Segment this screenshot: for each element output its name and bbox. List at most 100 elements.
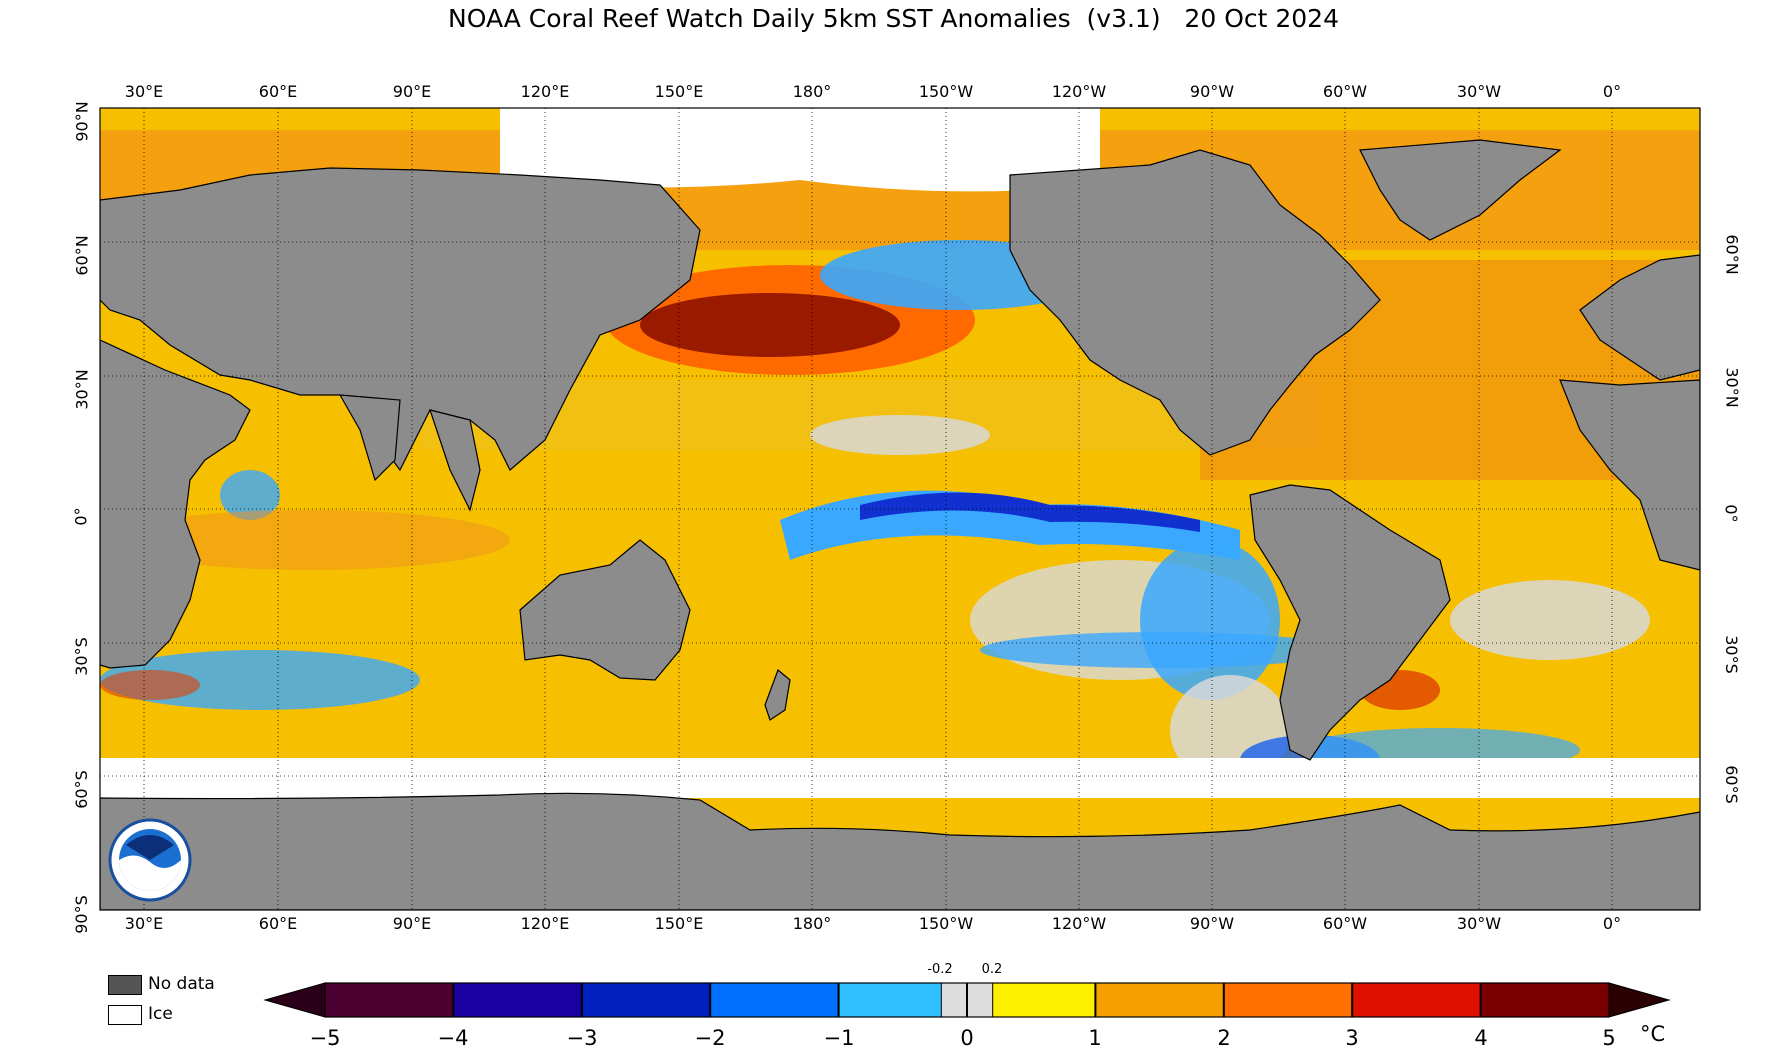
- colorbar-small-tick-neg: -0.2: [927, 962, 953, 977]
- lon-label-bottom-90w: 90°W: [1189, 914, 1235, 933]
- lon-label-bottom-30e: 30°E: [124, 914, 164, 933]
- lon-label-bottom-150e: 150°E: [654, 914, 704, 933]
- ice-label: Ice: [148, 1004, 173, 1024]
- lat-label-right-60s: 60°S: [1712, 765, 1751, 804]
- lat-label-left-90n: 90°N: [62, 101, 102, 141]
- no-data-label: No data: [148, 974, 215, 994]
- colorbar-max-extend: [1608, 982, 1671, 1018]
- lat-label-right-0-text: 0°: [1721, 504, 1741, 523]
- colorbar-tick-label: 0: [960, 1026, 974, 1050]
- colorbar-tick-label: 3: [1345, 1026, 1359, 1050]
- colorbar-tick-label: 1: [1088, 1026, 1102, 1050]
- lat-label-right-60n-text: 60°N: [1722, 234, 1742, 275]
- lat-label-right-30n-text: 30°N: [1722, 367, 1742, 408]
- colorbar: [263, 982, 1671, 1018]
- arabian-sea-cool: [220, 470, 280, 520]
- lat-label-left-30s-text: 30°S: [71, 637, 91, 676]
- lon-label-bottom-0: 0°: [1602, 914, 1622, 933]
- colorbar-segment: [1352, 983, 1482, 1017]
- lat-label-left-60n-text: 60°N: [72, 235, 92, 276]
- land-australia: [519, 539, 691, 681]
- lat-label-right-30s: 30°S: [1712, 635, 1751, 674]
- lat-label-right-30s-text: 30°S: [1721, 635, 1741, 674]
- land: [100, 139, 1700, 910]
- south-indian-warm: [110, 510, 510, 570]
- land-indochina: [429, 409, 481, 512]
- central-pacific-neutral: [810, 415, 990, 455]
- map-title: NOAA Coral Reef Watch Daily 5km SST Anom…: [448, 4, 1339, 33]
- colorbar-segment: [710, 983, 840, 1017]
- lon-label-top-150e: 150°E: [654, 82, 704, 101]
- lat-label-right-30n: 30°N: [1712, 367, 1752, 407]
- colorbar-tick-label: −5: [309, 1026, 341, 1050]
- lat-label-right-0: 0°: [1721, 504, 1741, 523]
- ice-swatch: [108, 1005, 142, 1025]
- lat-label-right-60s-text: 60°S: [1721, 765, 1741, 804]
- land-india: [338, 394, 401, 482]
- land-new-zealand: [764, 668, 791, 721]
- colorbar-segment: [453, 983, 583, 1017]
- lat-label-left-60s-text: 60°S: [71, 770, 91, 809]
- lat-label-left-60n: 60°N: [62, 235, 102, 275]
- colorbar-small-tick-pos: 0.2: [981, 962, 1003, 977]
- lon-label-top-120e: 120°E: [520, 82, 570, 101]
- south-pacific-cool-band: [980, 632, 1340, 668]
- colorbar-tick-label: −4: [437, 1026, 469, 1050]
- lon-label-top-60e: 60°E: [258, 82, 298, 101]
- colorbar-tick-label: −2: [694, 1026, 726, 1050]
- lat-label-left-0: 0°: [71, 507, 91, 526]
- lon-label-top-90e: 90°E: [392, 82, 432, 101]
- colorbar-tick-label: 4: [1474, 1026, 1488, 1050]
- lat-label-left-90s: 90°S: [62, 895, 101, 934]
- colorbar-segment: [1480, 983, 1610, 1017]
- lat-label-right-60n: 60°N: [1712, 234, 1752, 274]
- graticule: [100, 108, 1700, 910]
- lat-label-left-90s-text: 90°S: [71, 895, 91, 934]
- peru-coast-cool: [1140, 540, 1280, 700]
- equatorial-cold-core: [860, 492, 1200, 532]
- lat-label-left-30n-text: 30°N: [72, 369, 92, 410]
- colorbar-segment: [1223, 983, 1353, 1017]
- lon-label-top-180: 180°: [792, 82, 832, 101]
- nw-pacific-hot-core: [640, 293, 900, 357]
- lon-label-bottom-30w: 30°W: [1456, 914, 1502, 933]
- lon-label-bottom-60w: 60°W: [1322, 914, 1368, 933]
- lon-label-top-30e: 30°E: [124, 82, 164, 101]
- land-antarctica: [100, 792, 1700, 910]
- lon-label-top-30w: 30°W: [1456, 82, 1502, 101]
- lon-label-bottom-90e: 90°E: [392, 914, 432, 933]
- lat-label-left-90n-text: 90°N: [72, 101, 92, 142]
- south-atlantic-neutral: [1450, 580, 1650, 660]
- agulhas-warm: [100, 670, 200, 700]
- land-europe: [1579, 254, 1700, 381]
- colorbar-segment: [1095, 983, 1225, 1017]
- noaa-logo: [108, 818, 192, 902]
- arctic-sea-ice: [500, 108, 1100, 192]
- colorbar-tick-label: −3: [566, 1026, 598, 1050]
- land-africa: [100, 339, 251, 669]
- lon-label-top-150w: 150°W: [918, 82, 974, 101]
- lon-label-top-90w: 90°W: [1189, 82, 1235, 101]
- lon-label-top-120w: 120°W: [1051, 82, 1107, 101]
- land-greenland: [1359, 139, 1562, 241]
- colorbar-tick-label: 2: [1217, 1026, 1231, 1050]
- lat-label-left-30n: 30°N: [62, 369, 102, 409]
- colorbar-tick-label: −1: [823, 1026, 855, 1050]
- land-north-america: [1009, 149, 1381, 456]
- map-frame: [99, 107, 1701, 911]
- colorbar-segment: [581, 983, 711, 1017]
- lon-label-top-60w: 60°W: [1322, 82, 1368, 101]
- lat-label-left-30s: 30°S: [62, 637, 101, 676]
- colorbar-min-extend: [263, 982, 326, 1018]
- lat-label-left-0-text: 0°: [71, 507, 91, 526]
- colorbar-tick-label: 5: [1602, 1026, 1616, 1050]
- no-data-swatch: [108, 975, 142, 995]
- lon-label-bottom-150w: 150°W: [918, 914, 974, 933]
- land-south-america: [1249, 484, 1451, 761]
- lon-label-bottom-120w: 120°W: [1051, 914, 1107, 933]
- colorbar-segment: [325, 983, 454, 1017]
- land-west-africa: [1559, 379, 1700, 571]
- colorbar-unit: °C: [1640, 1022, 1666, 1046]
- lon-label-top-0: 0°: [1602, 82, 1622, 101]
